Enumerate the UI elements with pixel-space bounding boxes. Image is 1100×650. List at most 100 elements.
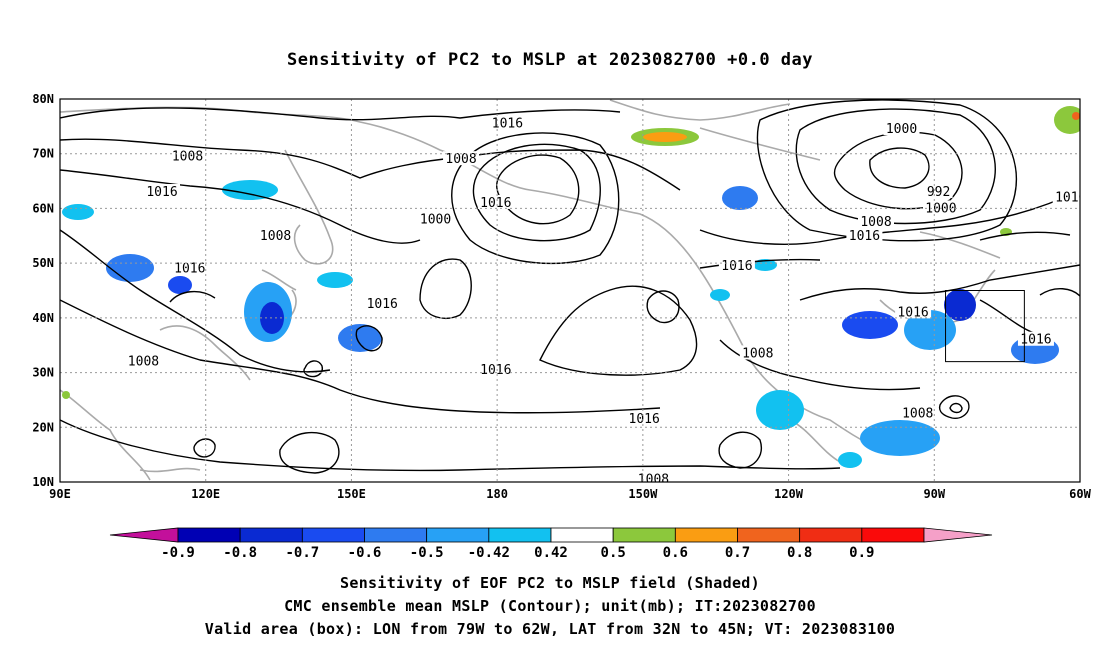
shade-negative: [904, 310, 956, 350]
shade-negative: [944, 289, 976, 321]
contour-label: 1008: [128, 355, 159, 370]
contour-label-background: [858, 214, 894, 229]
colorbar-segment: [364, 527, 428, 543]
contour-label: 1016: [492, 117, 523, 132]
contour-label: 1016: [480, 363, 511, 378]
contour-label-background: [1017, 331, 1054, 346]
colorbar-segment: [426, 527, 490, 543]
contour-label: 1016: [367, 297, 398, 312]
colorbar-tick-label: -0.42: [468, 545, 510, 561]
contour-label: 1008: [172, 149, 203, 164]
contour-label-background: [899, 405, 936, 420]
contour-label: 1016: [174, 262, 205, 277]
contour-label-background: [883, 121, 920, 136]
contour-label: 1008: [742, 346, 773, 361]
contour-label: 1016: [629, 412, 660, 427]
shade-negative: [62, 204, 94, 220]
colorbar-tick-label: -0.6: [348, 545, 382, 561]
colorbar-segment: [612, 527, 676, 543]
shade-negative: [106, 254, 154, 282]
colorbar-tick-label: -0.5: [410, 545, 444, 561]
contour-label-background: [635, 471, 672, 482]
contour-label: 1016: [480, 196, 511, 211]
colorbar-segment: [488, 527, 552, 543]
contour-label-background: [257, 227, 294, 242]
longitude-label: 60W: [1069, 487, 1091, 501]
contour-label-background: [895, 304, 932, 319]
colorbar-segment: [301, 527, 365, 543]
caption-line-1: Sensitivity of EOF PC2 to MSLP field (Sh…: [340, 574, 760, 592]
contour-label-background: [417, 211, 454, 226]
contour-label: 1016: [897, 305, 928, 320]
valid-area-box: [945, 290, 1025, 363]
colorbar-segment: [861, 527, 925, 543]
contour-label-background: [171, 260, 208, 275]
contour-label: 992: [927, 185, 950, 200]
caption-line-3: Valid area (box): LON from 79W to 62W, L…: [204, 620, 896, 638]
longitude-label: 120E: [191, 487, 220, 501]
shade-negative: [838, 452, 862, 468]
contour-label-background: [169, 148, 206, 163]
longitude-label: 90W: [923, 487, 945, 501]
latitude-label: 70N: [32, 147, 54, 161]
colorbar-upper-extension: [923, 527, 993, 543]
contour-label-background: [739, 345, 776, 360]
contour-label: 1016: [1055, 190, 1086, 205]
shade-negative: [753, 259, 777, 271]
contour-label: 1008: [445, 152, 476, 167]
contour-label-background: [922, 200, 959, 215]
shade-negative: [722, 186, 758, 210]
contour-label: 1008: [902, 407, 933, 422]
colorbar-segment: [177, 527, 241, 543]
colorbar-tick-label: -0.7: [285, 545, 319, 561]
shade-positive: [1054, 106, 1080, 134]
colorbar-segment: [737, 527, 801, 543]
longitude-label: 150W: [628, 487, 658, 501]
contour-label-background: [1052, 189, 1080, 204]
colorbar-tick-label: 0.9: [849, 545, 874, 561]
contour-label: 1016: [146, 185, 177, 200]
colorbar-tick-label: -0.9: [161, 545, 195, 561]
contour-label: 1016: [721, 259, 752, 274]
colorbar-lower-extension: [109, 527, 179, 543]
colorbar-tick-label: 0.8: [787, 545, 812, 561]
map-background: [60, 99, 1080, 482]
contour-label: 1008: [860, 215, 891, 230]
contour-label: 1016: [849, 229, 880, 244]
latitude-label: 40N: [32, 311, 54, 325]
shade-negative: [860, 420, 940, 456]
contour-label-background: [846, 227, 883, 242]
shade-negative: [842, 311, 898, 339]
colorbar-tick-label: 0.42: [534, 545, 568, 561]
longitude-label: 90E: [49, 487, 71, 501]
contour-label-background: [489, 115, 526, 130]
latitude-label: 60N: [32, 201, 54, 215]
colorbar-segment: [550, 527, 614, 543]
contour-label: 1000: [420, 212, 451, 227]
latitude-label: 80N: [32, 92, 54, 106]
contour-label-background: [443, 151, 480, 166]
shade-positive: [643, 132, 687, 142]
contour-label: 1000: [886, 122, 917, 137]
contour-label: 1008: [638, 472, 669, 487]
chart-title: Sensitivity of PC2 to MSLP at 2023082700…: [286, 50, 813, 70]
shade-negative: [317, 272, 353, 288]
contour-label-background: [477, 194, 514, 209]
longitude-label: 120W: [774, 487, 804, 501]
colorbar-segment: [239, 527, 303, 543]
colorbar-segment: [799, 527, 863, 543]
contour-label-background: [626, 411, 663, 426]
longitude-label: 150E: [337, 487, 366, 501]
colorbar-tick-label: -0.8: [223, 545, 257, 561]
colorbar-tick-label: 0.7: [725, 545, 750, 561]
contour-label: 1008: [260, 229, 291, 244]
colorbar-tick-label: 0.6: [663, 545, 688, 561]
colorbar-tick-label: 0.5: [601, 545, 626, 561]
contour-label-background: [125, 353, 162, 368]
latitude-labels: 80N 70N 60N 50N 40N 30N 20N 10N: [32, 92, 54, 489]
latitude-label: 50N: [32, 256, 54, 270]
latitude-label: 20N: [32, 420, 54, 434]
contour-label: 1016: [1020, 333, 1051, 348]
